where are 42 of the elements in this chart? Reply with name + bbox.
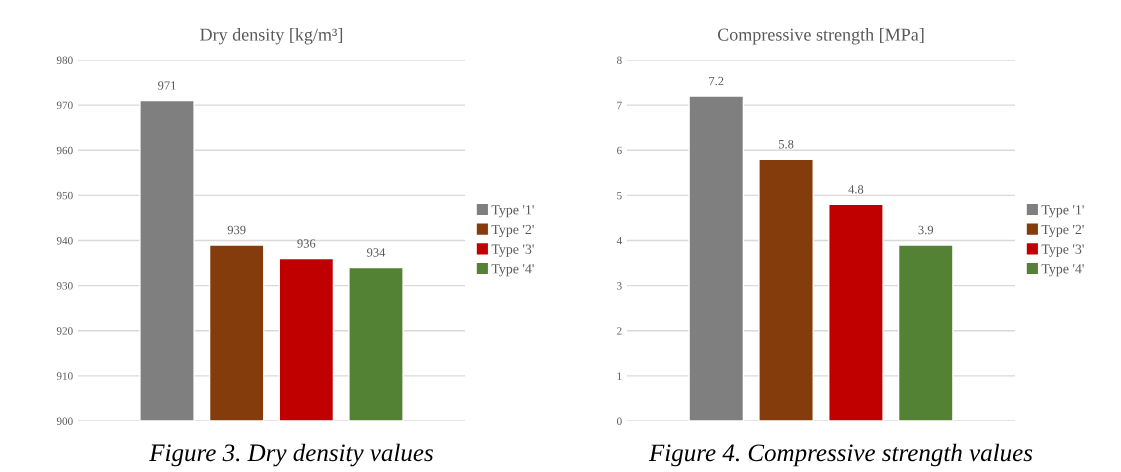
y-tick-label: 910 <box>56 372 73 380</box>
bar <box>828 203 884 421</box>
legend-label: Type '4' <box>1041 264 1084 277</box>
y-tick-label: 2 <box>617 327 622 335</box>
data-label: 939 <box>227 225 246 235</box>
data-label: 3.9 <box>918 225 934 235</box>
y-tick-label: 950 <box>56 191 73 200</box>
y-tick-label: 7 <box>617 101 622 109</box>
chart-title: Compressive strength [MPa] <box>717 28 924 45</box>
bar <box>897 244 954 421</box>
y-tick-label: 970 <box>56 101 73 110</box>
legend-label: Type '2' <box>1041 224 1084 238</box>
y-tick-label: 940 <box>56 236 73 245</box>
chart-title: Dry density [kg/m³] <box>200 28 343 45</box>
y-tick-label: 930 <box>56 282 73 290</box>
data-label: 5.8 <box>778 139 794 149</box>
legend-label: Type '4' <box>491 264 534 277</box>
y-tick-label: 0 <box>617 417 622 425</box>
y-tick-label: 980 <box>56 56 73 64</box>
data-label: 934 <box>367 248 386 257</box>
y-tick-label: 1 <box>617 372 622 380</box>
y-tick-label: 4 <box>616 237 622 245</box>
y-tick-label: 900 <box>56 417 73 425</box>
legend-label: Type '1' <box>491 205 534 218</box>
legend-label: Type '3' <box>491 244 534 257</box>
legend-label: Type '1' <box>1041 205 1084 218</box>
data-label: 971 <box>158 81 176 90</box>
y-tick-label: 920 <box>56 327 73 335</box>
y-tick-label: 5 <box>617 191 622 200</box>
data-label: 4.8 <box>848 185 864 194</box>
bar <box>688 95 745 421</box>
bar <box>758 158 814 421</box>
y-tick-label: 8 <box>617 56 622 64</box>
legend-label: Type '3' <box>1041 244 1084 257</box>
y-tick-label: 960 <box>56 146 73 155</box>
data-label: 936 <box>297 239 316 248</box>
data-label: 7.2 <box>709 76 724 86</box>
caption: Figure 4. Compressive strength values <box>648 443 1033 467</box>
caption: Figure 3. Dry density values <box>149 443 433 467</box>
legend-label: Type '2' <box>491 224 534 238</box>
y-tick-label: 6 <box>617 146 622 155</box>
y-tick-label: 3 <box>617 282 622 290</box>
